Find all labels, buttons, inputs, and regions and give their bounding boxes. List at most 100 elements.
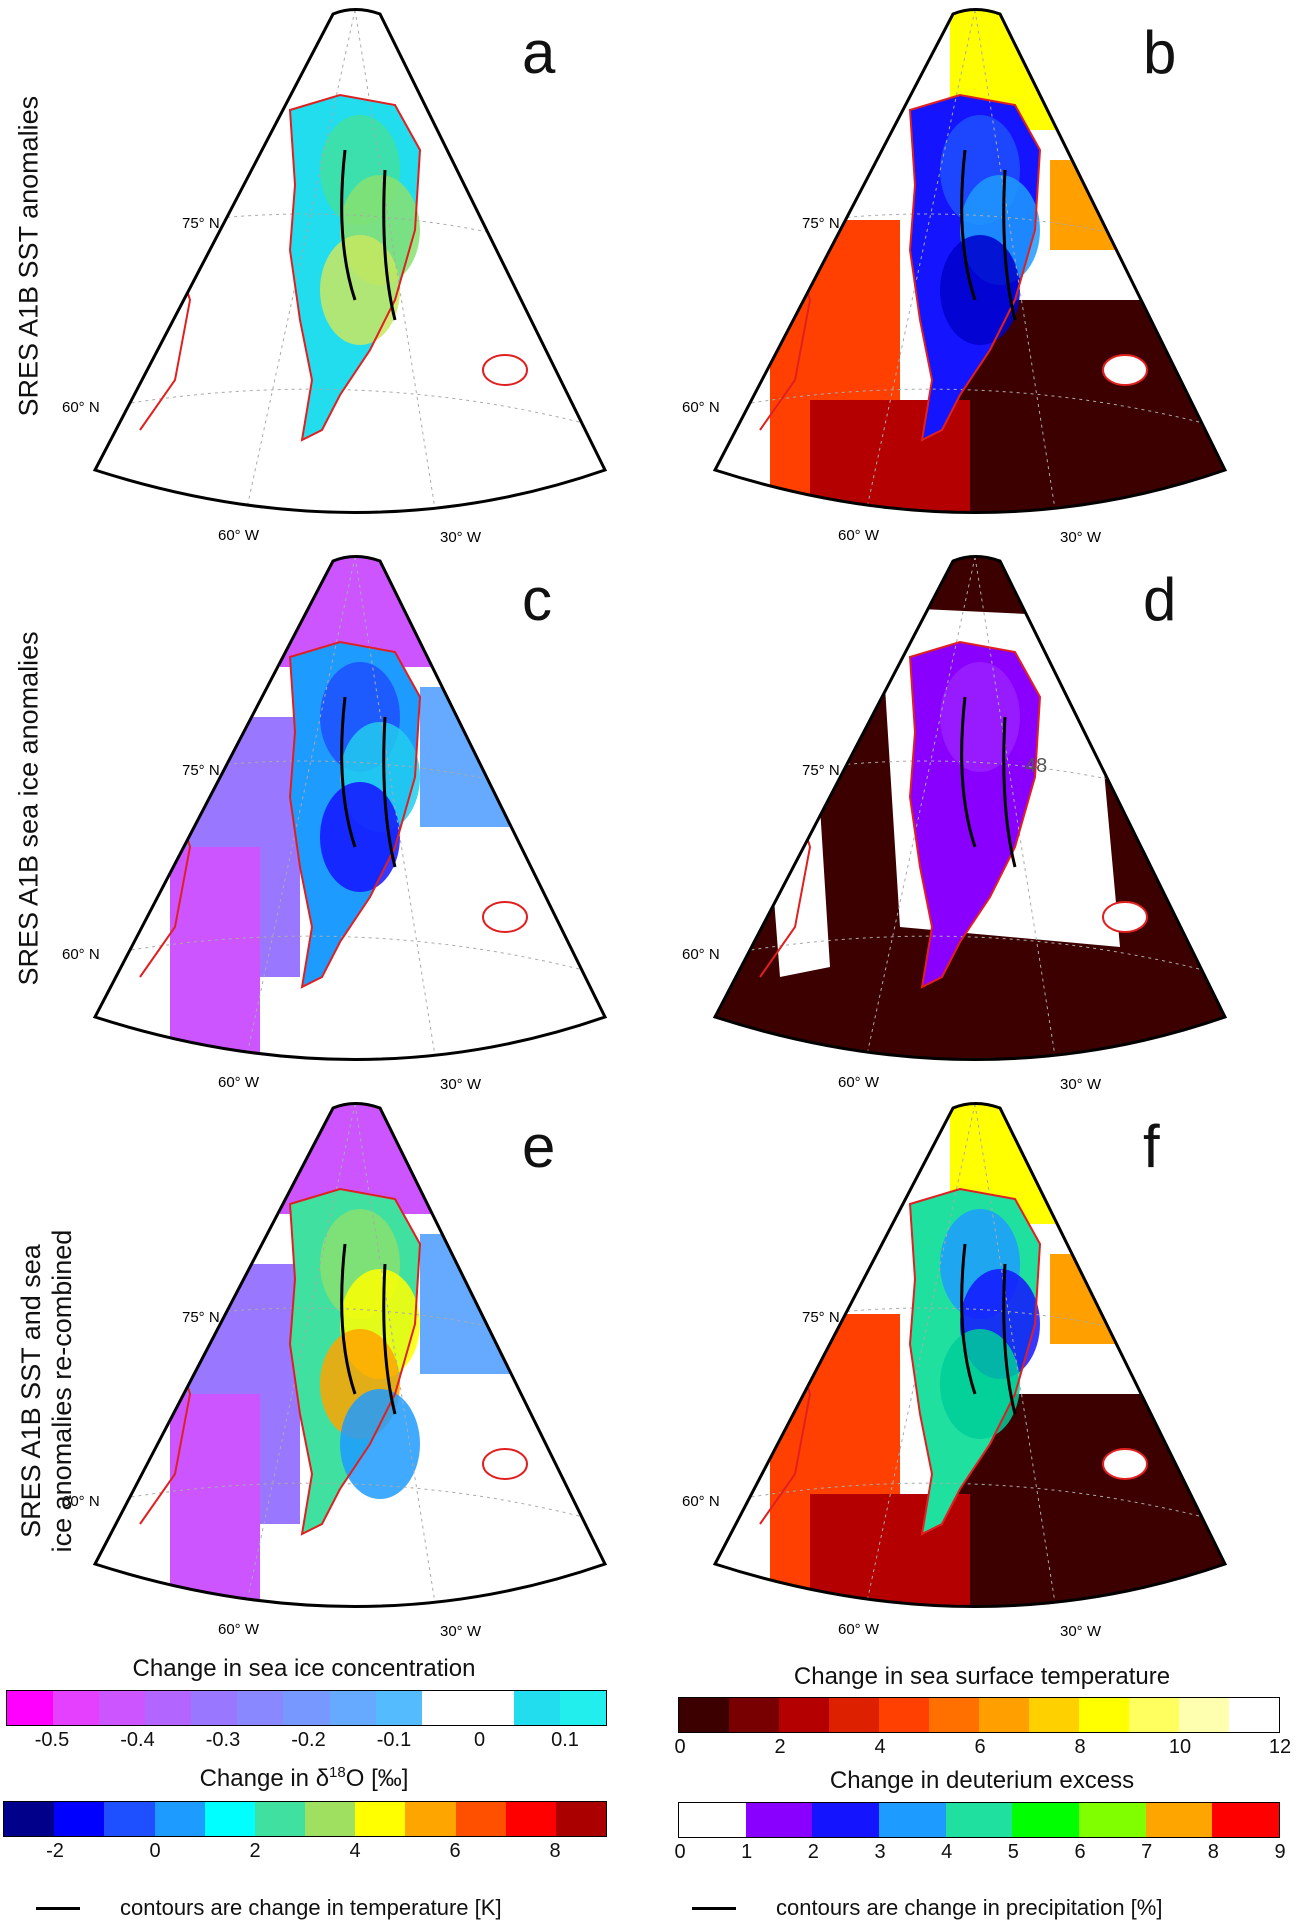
latitude-label: 60° N <box>682 946 720 963</box>
contour-line <box>340 149 357 301</box>
iceland-outline <box>482 354 528 386</box>
panel-letter-a: a <box>522 19 556 86</box>
sea_ice-tick-label: -0.3 <box>205 1729 241 1751</box>
latitude-label: 75° N <box>802 762 840 779</box>
ice-sheet-patch <box>320 235 400 345</box>
contour-line <box>1002 716 1017 868</box>
seaice-colorbar-title: Change in sea ice concentration <box>132 1655 476 1682</box>
coastline <box>288 1187 422 1536</box>
d18o-tick-label: 0 <box>149 1840 161 1862</box>
contour-line <box>382 716 397 868</box>
dexcess-color-segment <box>945 1803 1013 1837</box>
map-frame <box>92 8 608 514</box>
sea_ice-color-segment <box>559 1691 607 1725</box>
sst-color-segment <box>879 1698 929 1732</box>
map-frame <box>92 1102 608 1608</box>
legend-note-precipitation-text: contours are change in precipitation [%] <box>776 1895 1163 1920</box>
panel-letter-d: d <box>1143 566 1177 633</box>
longitude-label: 30° W <box>440 1623 482 1640</box>
sea_ice-color-segment <box>7 1691 54 1725</box>
latitude-label: 60° N <box>62 946 100 963</box>
sea_ice-color-segment <box>283 1691 330 1725</box>
sst-tick-label: 6 <box>974 1736 986 1758</box>
panel-letter-f: f <box>1143 1113 1160 1180</box>
sst-color-segment <box>729 1698 779 1732</box>
contour-line <box>340 1243 357 1395</box>
sst-tick-label: 2 <box>774 1736 786 1758</box>
d18o-color-segment <box>154 1802 205 1836</box>
contour-line-symbol <box>36 1906 80 1910</box>
d18o-title-delta: δ <box>315 1765 330 1792</box>
d18o-color-segment <box>204 1802 255 1836</box>
dexcess-color-segment <box>745 1803 813 1837</box>
sea_ice-color-segment <box>53 1691 100 1725</box>
row-label-combined-line2: ice anomalies re-combined <box>47 1229 77 1553</box>
iceland-outline <box>482 901 528 933</box>
dexcess-color-segment <box>1012 1803 1080 1837</box>
panel-letter-e: e <box>522 1113 556 1180</box>
dexcess-color-segment <box>679 1803 746 1837</box>
iceland-outline <box>1102 1448 1148 1480</box>
d18o-color-segment <box>254 1802 306 1836</box>
contour-line <box>340 696 357 848</box>
row-label-combined-line1: SRES A1B SST and sea <box>15 1244 46 1538</box>
ocean-region <box>170 1394 260 1607</box>
graticule-line <box>974 9 1061 513</box>
contour-line-symbol <box>692 1906 736 1910</box>
sst-color-segment <box>679 1698 729 1732</box>
sea_ice-color-segment <box>375 1691 422 1725</box>
map-frame <box>712 1102 1228 1608</box>
d18o-color-segment <box>505 1802 556 1836</box>
sst-color-segment <box>1079 1698 1129 1732</box>
latitude-label: 75° N <box>802 1309 840 1326</box>
iceland-outline <box>1102 901 1148 933</box>
legend-note-temperature: contours are change in temperature [K] <box>36 1895 502 1921</box>
sea_ice-tick-label: 0.1 <box>551 1729 579 1751</box>
sst-colorbar <box>678 1697 1280 1733</box>
sst-color-segment <box>779 1698 829 1732</box>
legend-note-precipitation: contours are change in precipitation [%] <box>692 1895 1162 1921</box>
latitude-label: 60° N <box>682 1493 720 1510</box>
sea_ice-tick-label: -0.4 <box>120 1729 155 1751</box>
graticule-line <box>974 1103 1061 1607</box>
sea_ice-tick-label: -0.5 <box>34 1729 70 1751</box>
dexcess-tick-label: 9 <box>1274 1841 1286 1863</box>
coastline <box>908 640 1042 989</box>
coastline <box>288 93 422 442</box>
sst-color-segment <box>1029 1698 1079 1732</box>
dexcess-tick-label: 6 <box>1074 1841 1086 1863</box>
longitude-label: 60° W <box>218 1621 260 1638</box>
dexcess-color-segment <box>1212 1803 1280 1837</box>
sst-color-segment <box>1229 1698 1279 1732</box>
dexcess-tick-label: 4 <box>941 1841 953 1863</box>
sst-color-segment <box>1129 1698 1179 1732</box>
d18o-colorbar-title: Change in δ18O [‰] <box>0 1764 608 1793</box>
sea_ice-color-segment <box>237 1691 284 1725</box>
contour-line <box>382 169 397 321</box>
sst-color-segment <box>829 1698 879 1732</box>
contour-line <box>960 149 977 301</box>
d18o-color-segment <box>555 1802 607 1836</box>
longitude-label: 30° W <box>1060 1623 1102 1640</box>
graticule-line <box>974 556 1061 1060</box>
dexcess-color-segment <box>812 1803 880 1837</box>
sst-tick-label: 10 <box>1168 1736 1192 1758</box>
longitude-label: 30° W <box>1060 1076 1102 1093</box>
latitude-label: 60° N <box>62 1493 100 1510</box>
map-frame <box>92 555 608 1061</box>
d18o-title-prefix: Change in <box>199 1765 316 1792</box>
coastline <box>908 1187 1042 1536</box>
graticule-line <box>354 9 441 513</box>
latitude-label: 75° N <box>802 215 840 232</box>
graticule-line <box>354 556 441 1060</box>
legend-note-temperature-text: contours are change in temperature [K] <box>120 1895 502 1920</box>
d18o-tick-label: 2 <box>249 1840 261 1862</box>
dexcess-color-segment <box>879 1803 946 1837</box>
dexcess-tick-label: 2 <box>807 1841 819 1863</box>
d18o-tick-label: -2 <box>46 1840 64 1862</box>
longitude-label: 30° W <box>440 529 482 546</box>
d18o-color-segment <box>104 1802 155 1836</box>
dexcess-colorbar-title: Change in deuterium excess <box>829 1767 1135 1794</box>
seaice-colorbar <box>6 1690 607 1726</box>
sea_ice-color-segment <box>513 1691 560 1725</box>
